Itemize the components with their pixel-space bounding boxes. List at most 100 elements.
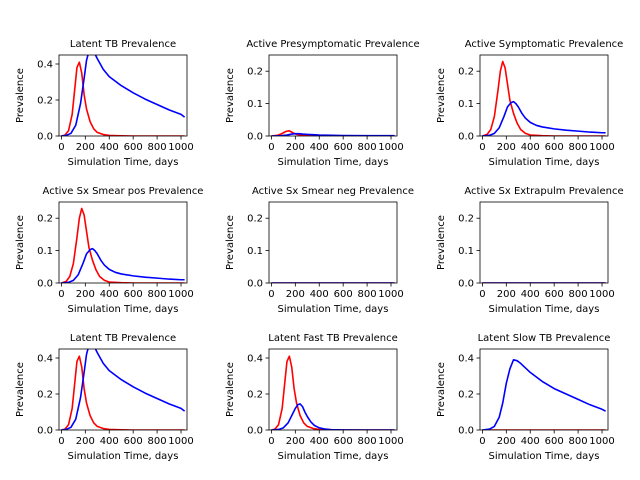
x-axis-label: Simulation Time, days bbox=[278, 157, 389, 168]
chart-title: Active Symptomatic Prevalence bbox=[465, 39, 624, 50]
x-tick-label: 800 bbox=[148, 436, 167, 447]
axes-frame bbox=[268, 201, 398, 284]
x-tick-label: 800 bbox=[358, 289, 377, 300]
x-tick-label: 400 bbox=[521, 289, 540, 300]
series-line-red bbox=[61, 207, 185, 283]
x-tick-label: 400 bbox=[310, 142, 329, 153]
x-tick-label: 400 bbox=[310, 289, 329, 300]
y-axis-label: Prevalence bbox=[436, 68, 447, 123]
chart-title: Latent Slow TB Prevalence bbox=[478, 333, 611, 344]
x-tick-label: 200 bbox=[497, 142, 516, 153]
y-tick-label: 0.0 bbox=[37, 426, 53, 437]
x-tick-label: 0 bbox=[58, 142, 64, 153]
x-tick-label: 800 bbox=[148, 289, 167, 300]
x-tick-label: 200 bbox=[76, 142, 95, 153]
x-tick-label: 1000 bbox=[378, 289, 403, 300]
x-tick-label: 400 bbox=[100, 142, 119, 153]
chart-4: Active Sx Smear pos Prevalence 0 200 400 600… bbox=[15, 186, 203, 315]
x-tick-label: 800 bbox=[148, 142, 167, 153]
x-tick-label: 800 bbox=[569, 436, 588, 447]
x-axis-label: Simulation Time, days bbox=[278, 451, 389, 462]
x-tick-label: 0 bbox=[479, 289, 485, 300]
x-tick-label: 0 bbox=[58, 436, 64, 447]
x-tick-label: 200 bbox=[286, 142, 305, 153]
chart-8: Latent Fast TB Prevalence 0 200 400 600 800 10… bbox=[225, 333, 404, 462]
y-tick-label: 0.2 bbox=[458, 214, 474, 225]
x-tick-label: 800 bbox=[569, 142, 588, 153]
y-tick-label: 0.2 bbox=[458, 390, 474, 401]
x-tick-label: 200 bbox=[286, 289, 305, 300]
x-tick-label: 1000 bbox=[168, 436, 193, 447]
x-tick-label: 200 bbox=[76, 289, 95, 300]
y-tick-label: 0.0 bbox=[458, 279, 474, 290]
chart-title: Latent TB Prevalence bbox=[70, 39, 176, 50]
x-tick-label: 1000 bbox=[168, 289, 193, 300]
y-tick-label: 0.4 bbox=[458, 354, 474, 365]
series-line-blue bbox=[482, 358, 606, 430]
x-tick-label: 200 bbox=[497, 436, 516, 447]
x-tick-label: 1000 bbox=[589, 142, 614, 153]
x-tick-label: 200 bbox=[286, 436, 305, 447]
chart-6: Active Sx Extrapulm Prevalence 0 200 400 600… bbox=[436, 186, 624, 315]
y-tick-label: 0.0 bbox=[247, 132, 263, 143]
x-tick-label: 800 bbox=[569, 289, 588, 300]
x-tick-label: 0 bbox=[268, 436, 274, 447]
axes-frame bbox=[479, 201, 609, 284]
x-tick-label: 400 bbox=[521, 142, 540, 153]
x-axis-label: Simulation Time, days bbox=[489, 451, 600, 462]
x-axis-label: Simulation Time, days bbox=[68, 451, 179, 462]
x-axis-label: Simulation Time, days bbox=[68, 304, 179, 315]
y-axis-label: Prevalence bbox=[436, 215, 447, 270]
y-tick-label: 0.2 bbox=[37, 96, 53, 107]
x-axis-label: Simulation Time, days bbox=[489, 157, 600, 168]
series-line-red bbox=[271, 355, 395, 430]
chart-3: Active Symptomatic Prevalence 0 200 400 600 8… bbox=[436, 39, 623, 168]
y-axis-label: Prevalence bbox=[225, 68, 236, 123]
chart-title: Active Sx Smear pos Prevalence bbox=[43, 186, 204, 197]
x-tick-label: 600 bbox=[124, 289, 143, 300]
series-line-blue bbox=[271, 132, 395, 136]
chart-title: Active Sx Smear neg Prevalence bbox=[252, 186, 414, 197]
series-line-red bbox=[61, 61, 185, 136]
y-tick-label: 0.1 bbox=[247, 99, 263, 110]
y-tick-label: 0.0 bbox=[247, 426, 263, 437]
x-tick-label: 1000 bbox=[168, 142, 193, 153]
chart-title: Active Sx Extrapulm Prevalence bbox=[464, 186, 623, 197]
y-tick-label: 0.2 bbox=[247, 390, 263, 401]
x-tick-label: 600 bbox=[545, 142, 564, 153]
y-axis-label: Prevalence bbox=[15, 362, 26, 417]
y-tick-label: 0.1 bbox=[37, 246, 53, 257]
x-tick-label: 800 bbox=[358, 436, 377, 447]
x-tick-label: 600 bbox=[545, 436, 564, 447]
x-tick-label: 400 bbox=[521, 436, 540, 447]
x-axis-label: Simulation Time, days bbox=[489, 304, 600, 315]
y-axis-label: Prevalence bbox=[225, 215, 236, 270]
axes-frame bbox=[268, 348, 398, 431]
series-line-blue bbox=[482, 100, 606, 136]
axes-frame bbox=[479, 54, 609, 137]
chart-2: Active Presymptomatic Prevalence 0 200 400 6… bbox=[225, 39, 420, 168]
chart-5: Active Sx Smear neg Prevalence 0 200 400 600… bbox=[225, 186, 414, 315]
x-tick-label: 0 bbox=[268, 142, 274, 153]
y-tick-label: 0.1 bbox=[458, 246, 474, 257]
x-tick-label: 800 bbox=[358, 142, 377, 153]
chart-9: Latent Slow TB Prevalence 0 200 400 600 800 10… bbox=[436, 333, 615, 462]
x-tick-label: 400 bbox=[100, 436, 119, 447]
x-axis-label: Simulation Time, days bbox=[68, 157, 179, 168]
series-line-red bbox=[482, 60, 606, 136]
y-tick-label: 0.2 bbox=[458, 67, 474, 78]
y-tick-label: 0.0 bbox=[247, 279, 263, 290]
y-axis-label: Prevalence bbox=[15, 215, 26, 270]
chart-1: Latent TB Prevalence 0 200 400 600 800 1000 0.0… bbox=[15, 39, 194, 168]
x-tick-label: 0 bbox=[479, 142, 485, 153]
x-tick-label: 0 bbox=[58, 289, 64, 300]
x-tick-label: 600 bbox=[334, 289, 353, 300]
y-tick-label: 0.2 bbox=[37, 214, 53, 225]
series-line-blue bbox=[61, 55, 186, 136]
y-axis-label: Prevalence bbox=[436, 362, 447, 417]
series-line-blue bbox=[61, 349, 186, 430]
y-tick-label: 0.2 bbox=[247, 214, 263, 225]
y-tick-label: 0.4 bbox=[37, 354, 53, 365]
x-tick-label: 1000 bbox=[589, 289, 614, 300]
